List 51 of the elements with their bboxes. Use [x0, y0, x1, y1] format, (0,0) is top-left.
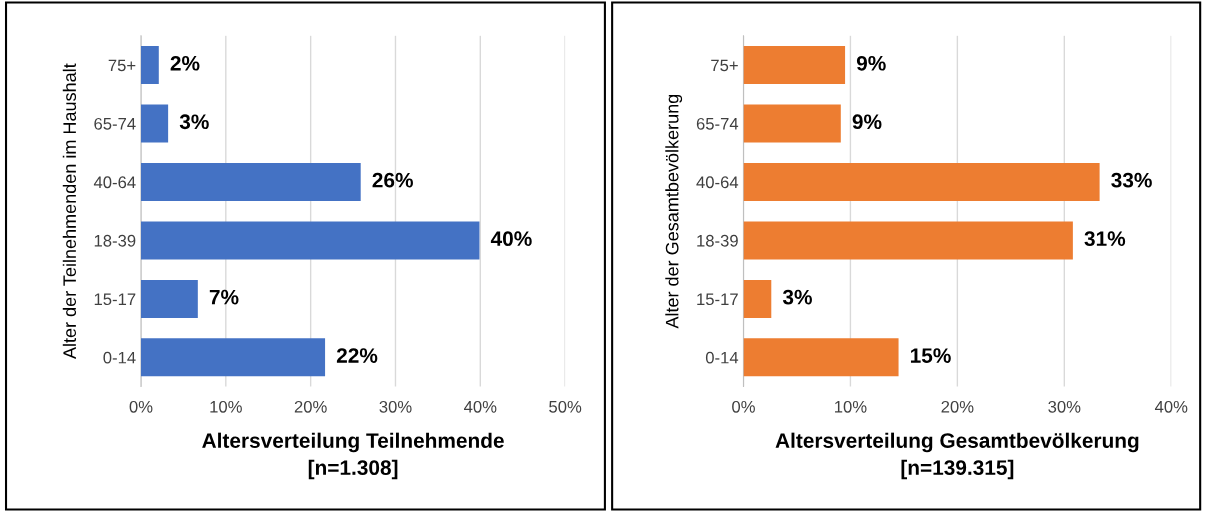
x-axis-title: Altersverteilung Gesamtbevölkerung [n=139.315]: [775, 432, 1139, 480]
x-axis-title: Altersverteilung Teilnehmende [n=1.308]: [202, 432, 504, 480]
bar: [140, 46, 159, 85]
data-label: 33%: [1111, 172, 1152, 188]
data-label: 9%: [852, 114, 882, 130]
y-axis-title: Alter der Gesamtbevölkerung: [665, 94, 683, 329]
x-tick-label: 30%: [1048, 400, 1081, 413]
x-tick-label: 10%: [210, 400, 242, 413]
y-tick-label: 40-64: [696, 176, 739, 189]
bar: [743, 162, 1100, 201]
x-tick-label: 50%: [549, 400, 582, 413]
bar: [140, 279, 198, 318]
x-tick-label: 20%: [941, 400, 974, 413]
data-label: 22%: [336, 348, 378, 363]
data-label: 15%: [910, 348, 951, 363]
x-tick-label: 0%: [732, 400, 755, 413]
bar: [140, 104, 169, 143]
bar: [743, 338, 899, 377]
data-label: 3%: [179, 114, 209, 130]
x-tick-label: 20%: [294, 400, 327, 413]
y-tick-label: 0-14: [705, 351, 739, 364]
data-label: 9%: [856, 55, 886, 71]
y-tick-label: 18-39: [697, 234, 738, 247]
data-label: 31%: [1084, 231, 1126, 247]
y-tick-label: 75+: [108, 59, 136, 72]
data-label: 40%: [490, 231, 532, 247]
bar: [743, 104, 841, 143]
data-label: 7%: [209, 289, 239, 305]
bar: [140, 221, 480, 260]
y-tick-label: 65-74: [696, 117, 739, 130]
x-tick-label: 10%: [835, 400, 867, 413]
x-tick-label: 0%: [129, 400, 153, 413]
y-axis-title: Alter der Teilnehmenden im Haushalt: [62, 63, 77, 360]
x-tick-label: 40%: [1154, 400, 1188, 413]
y-tick-label: 40-64: [93, 176, 136, 189]
y-tick-label: 65-74: [94, 117, 136, 130]
y-tick-label: 75+: [711, 59, 738, 72]
y-tick-label: 15-17: [94, 293, 136, 306]
x-tick-label: 30%: [379, 400, 412, 413]
data-label: 26%: [372, 172, 413, 188]
bar: [140, 338, 326, 377]
bar: [743, 279, 772, 318]
x-tick-label: 40%: [464, 400, 497, 413]
bar: [140, 162, 361, 201]
y-tick-label: 0-14: [103, 351, 136, 364]
y-tick-label: 18-39: [94, 234, 136, 247]
y-tick-label: 15-17: [697, 293, 738, 306]
bar: [743, 46, 846, 85]
data-label: 3%: [782, 289, 812, 305]
bar: [743, 221, 1073, 260]
data-label: 2%: [170, 55, 200, 71]
